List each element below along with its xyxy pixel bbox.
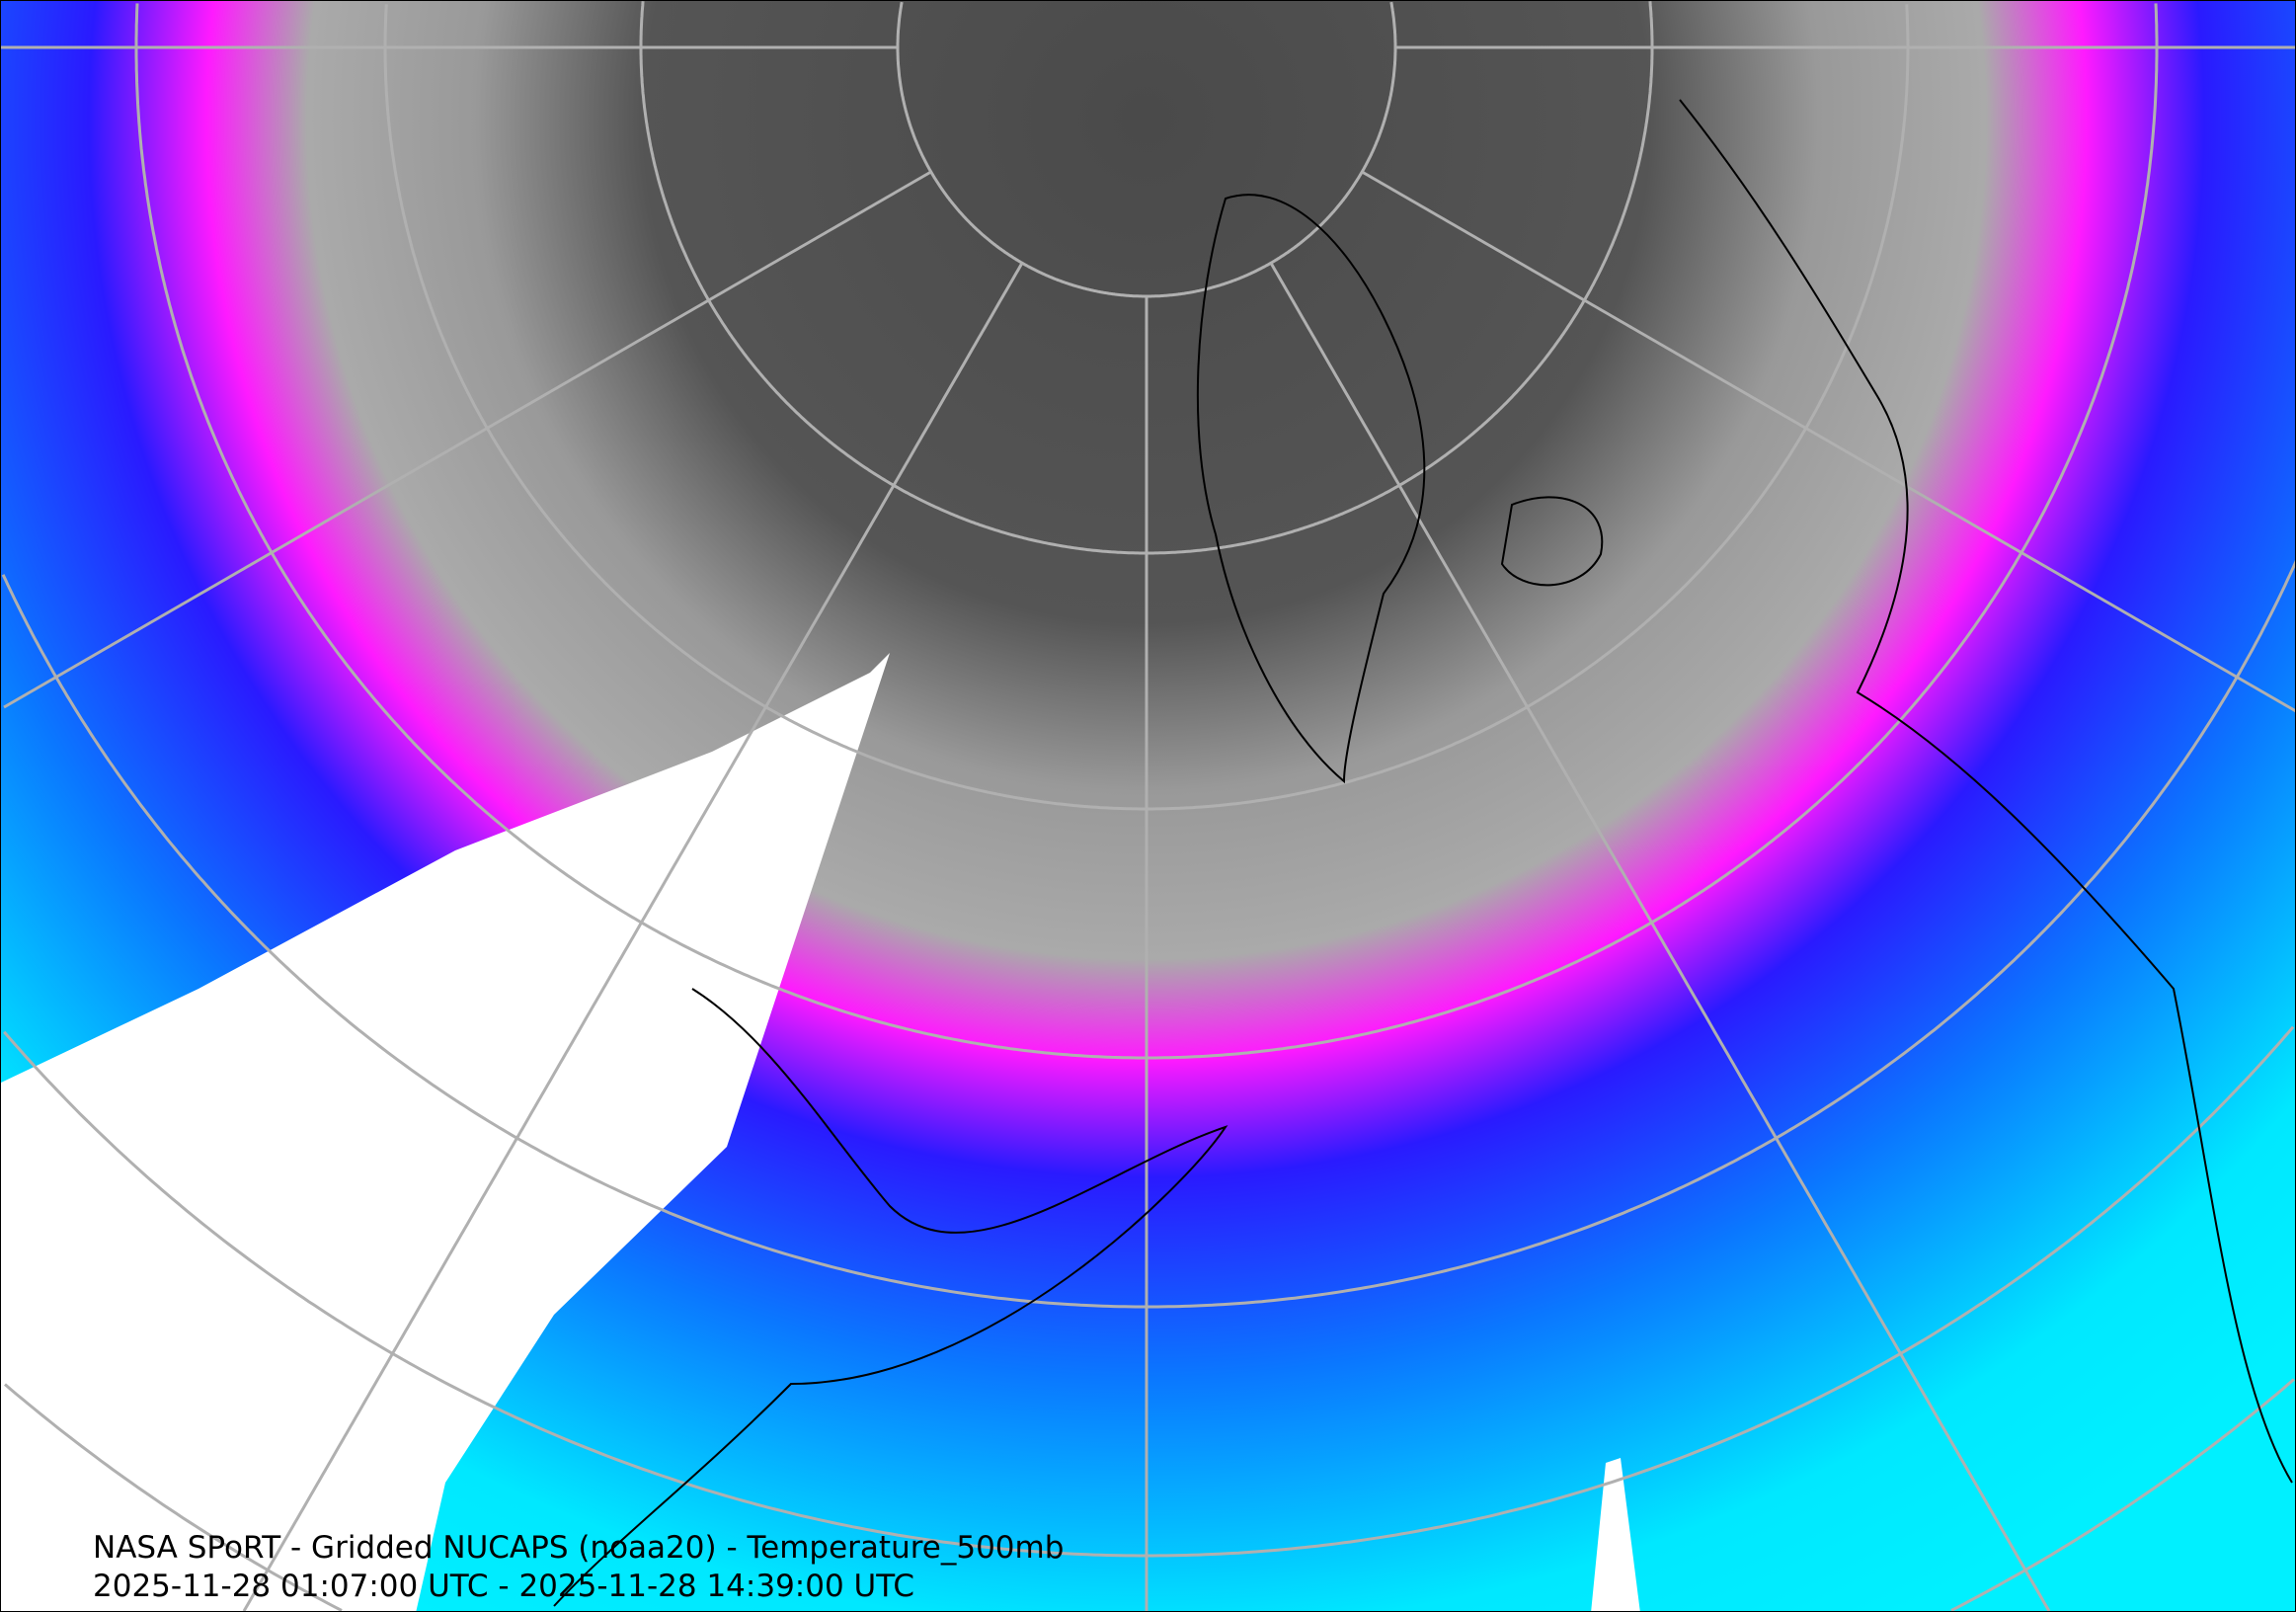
north-america-coast [553, 988, 1228, 1607]
latitude-circle [896, 1, 1397, 298]
map-time-range: 2025-11-28 01:07:00 UTC - 2025-11-28 14:… [93, 1569, 914, 1604]
meridian-line [1361, 170, 2295, 713]
meridian-line [3, 170, 932, 709]
latitude-circle [1389, 1, 1397, 47]
latitude-circle [4, 1383, 343, 1611]
latitude-circle [1950, 1378, 2295, 1611]
no-data-region [1, 653, 890, 1611]
latitude-circle [3, 1025, 2295, 1558]
greenland-outline [1196, 194, 1426, 784]
meridian-line [242, 262, 1024, 1611]
latitude-circle [1, 559, 2295, 1309]
iceland-outline [1500, 496, 1604, 587]
coastlines [553, 99, 2293, 1607]
latitude-circle [383, 4, 1910, 811]
no-data-strip [1591, 1458, 1640, 1611]
latitude-circle [1648, 1, 1654, 47]
europe-coast [1679, 99, 2293, 1484]
map-title: NASA SPoRT - Gridded NUCAPS (noaa20) - T… [93, 1530, 1065, 1566]
latitude-circle [2154, 3, 2159, 47]
latitude-circle [1905, 4, 1910, 47]
latitude-circle [134, 3, 2159, 1060]
latitude-circle [639, 1, 1654, 555]
meridian-line [1269, 262, 2051, 1611]
